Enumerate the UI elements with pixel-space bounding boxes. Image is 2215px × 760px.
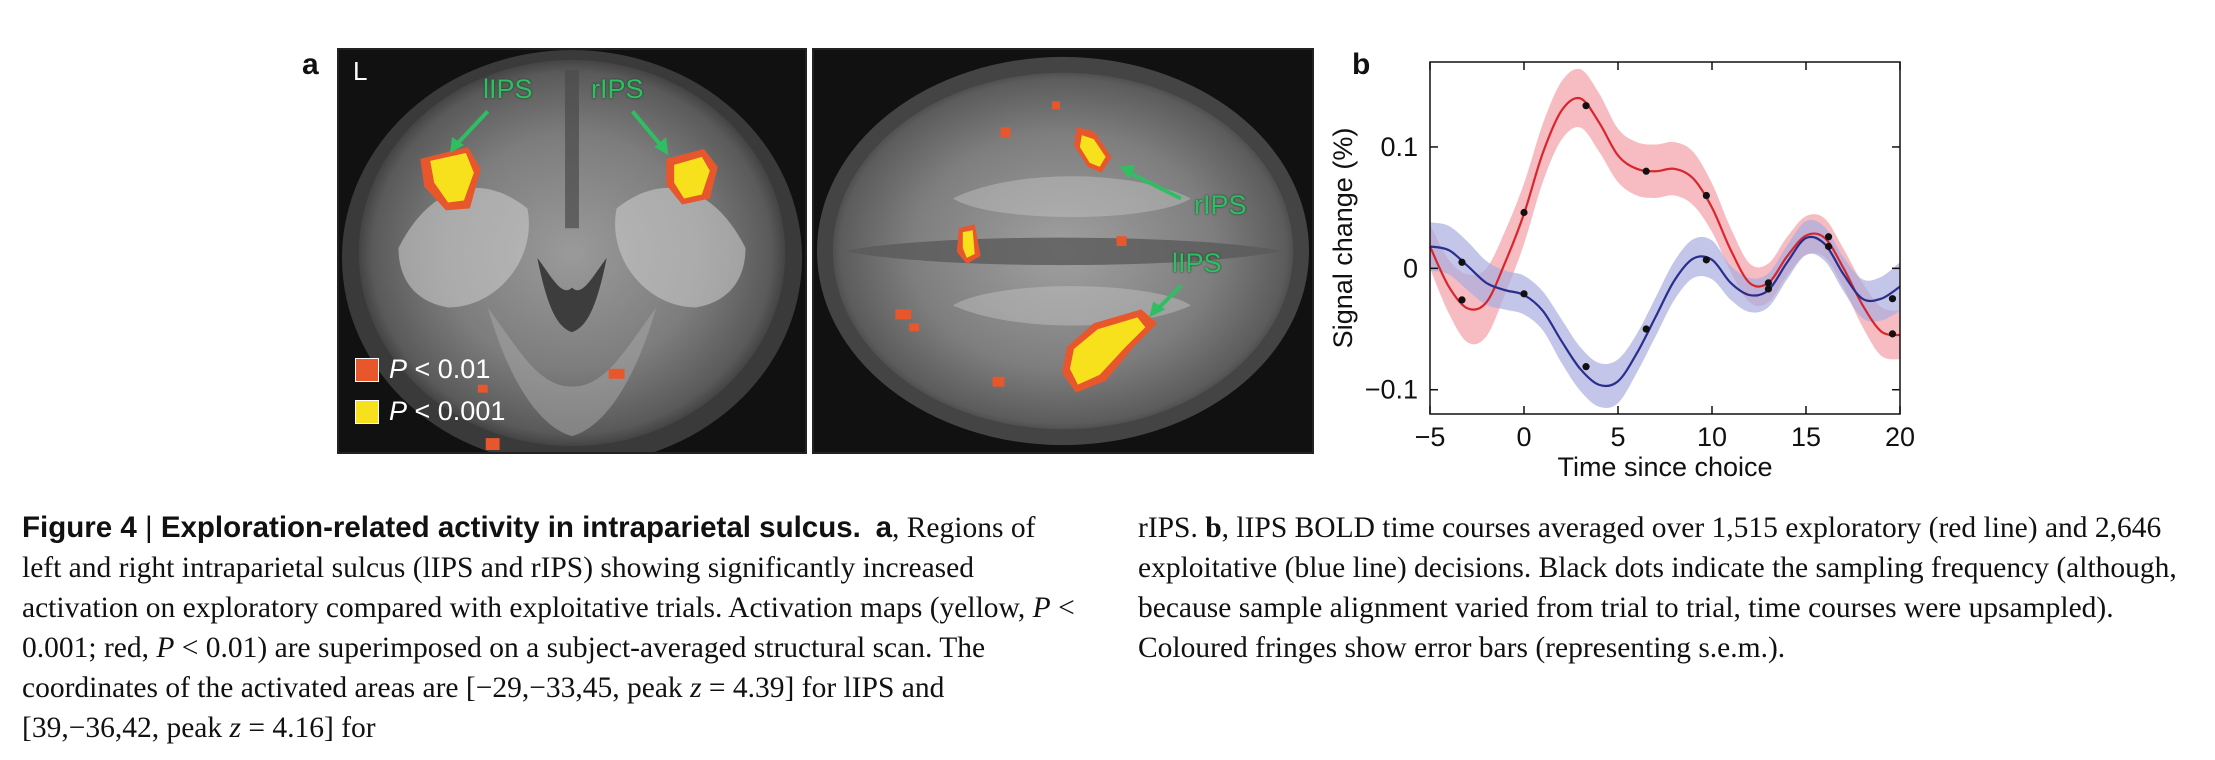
signal-change-chart: −5 0 5 10 15 20 −0.1 0 0.1 Time since choice Sig… xyxy=(1328,61,1915,482)
caption-z-1: z xyxy=(690,672,702,704)
caption-text-a: , Regions of left and right intraparieta… xyxy=(22,512,1036,624)
caption-z-2: z xyxy=(229,712,242,744)
figure-label: Figure 4 xyxy=(22,511,137,544)
caption-panel-b-letter: b xyxy=(1205,512,1222,544)
axial-brain-image xyxy=(814,50,1312,452)
panel-b-letter: b xyxy=(1352,48,1371,81)
coronal-brain-image xyxy=(339,50,805,452)
sample-dot-0-6 xyxy=(1824,233,1833,241)
left-hemisphere-marker: L xyxy=(353,56,368,86)
sample-dot-1-1 xyxy=(1520,290,1528,298)
figure-title: Exploration-related activity in intrapar… xyxy=(160,511,861,544)
caption-seg-4: = 4.16] for xyxy=(241,712,376,744)
caption-seg-1: < 0.001; red, xyxy=(22,592,1075,664)
sample-dot-0-1 xyxy=(1520,208,1528,217)
coronal-label-rips: rIPS xyxy=(591,74,644,104)
sample-dot-0-7 xyxy=(1888,330,1897,338)
fringe-series-1 xyxy=(1430,219,1900,408)
y-tick-label-1: 0 xyxy=(1403,253,1418,283)
caption-panel-a-letter: a xyxy=(875,511,892,544)
sample-dot-1-4 xyxy=(1702,256,1710,264)
caption-right-start: rIPS. xyxy=(1138,512,1206,544)
caption-seg-3: = 4.39] for lIPS and [39,−36,42, peak xyxy=(22,672,945,744)
coronal-label-lips: lIPS xyxy=(483,74,533,104)
legend-swatch-red xyxy=(355,357,379,382)
sample-dot-1-0 xyxy=(1458,258,1466,266)
chart-y-axis-label: Signal change (%) xyxy=(1328,128,1358,349)
figure-caption-right: rIPS. b, lIPS BOLD time courses averaged… xyxy=(1138,508,2208,668)
chart-x-axis-label: Time since choice xyxy=(1557,452,1772,482)
panel-a-letter: a xyxy=(302,48,319,81)
sample-dot-0-4 xyxy=(1702,191,1710,200)
chart-series-lines xyxy=(1429,96,1901,388)
chart-sample-dots xyxy=(1458,102,1897,371)
coronal-brain-scan: L lIPS rIPS P < 0.01 P < 0.001 xyxy=(337,48,807,454)
caption-seg-2: < 0.01) are superimposed on a subject-av… xyxy=(22,632,986,704)
sample-dot-1-2 xyxy=(1582,363,1590,371)
legend-p0001: P < 0.001 xyxy=(355,396,505,427)
x-tick-label-1: 0 xyxy=(1516,422,1531,452)
line-series-0 xyxy=(1429,96,1901,337)
chart-plot-frame xyxy=(1429,61,1901,415)
line-series-1 xyxy=(1429,235,1901,388)
sample-dot-1-3 xyxy=(1642,325,1650,333)
caption-text-b: , lIPS BOLD time courses averaged over 1… xyxy=(1138,512,2177,664)
sample-dot-0-0 xyxy=(1458,296,1466,304)
y-tick-label-0: −0.1 xyxy=(1365,375,1418,405)
legend-p-symbol-2: P xyxy=(389,396,408,426)
legend-p001: P < 0.01 xyxy=(355,354,490,385)
sample-dot-1-7 xyxy=(1888,295,1897,303)
y-tick-label-2: 0.1 xyxy=(1380,132,1418,162)
x-tick-label-2: 5 xyxy=(1610,422,1625,452)
legend-swatch-yellow xyxy=(355,399,379,424)
axial-label-lips: lIPS xyxy=(1172,248,1222,278)
sample-dot-0-5 xyxy=(1764,285,1772,293)
sample-dot-1-6 xyxy=(1824,242,1833,251)
legend-text-2: < 0.001 xyxy=(407,396,506,426)
caption-p-2: P xyxy=(156,632,175,664)
x-tick-label-3: 10 xyxy=(1697,422,1727,452)
caption-p-1: P xyxy=(1032,592,1051,624)
sample-dot-0-2 xyxy=(1582,102,1590,110)
x-tick-label-0: −5 xyxy=(1415,422,1446,452)
figure-caption-left: Figure 4 | Exploration-related activity … xyxy=(22,508,1082,748)
axial-brain-scan: rIPS lIPS xyxy=(812,48,1314,454)
figure-separator: | xyxy=(136,511,161,544)
sample-dot-1-5 xyxy=(1764,279,1772,287)
x-tick-label-4: 15 xyxy=(1791,422,1821,452)
chart-ticks: −5 0 5 10 15 20 −0.1 0 0.1 xyxy=(1365,62,1915,452)
sample-dot-0-3 xyxy=(1642,167,1650,175)
legend-text-1: < 0.01 xyxy=(407,354,491,384)
legend-p-symbol-1: P xyxy=(389,354,408,384)
axial-label-rips: rIPS xyxy=(1194,190,1247,220)
x-tick-label-5: 20 xyxy=(1885,422,1915,452)
